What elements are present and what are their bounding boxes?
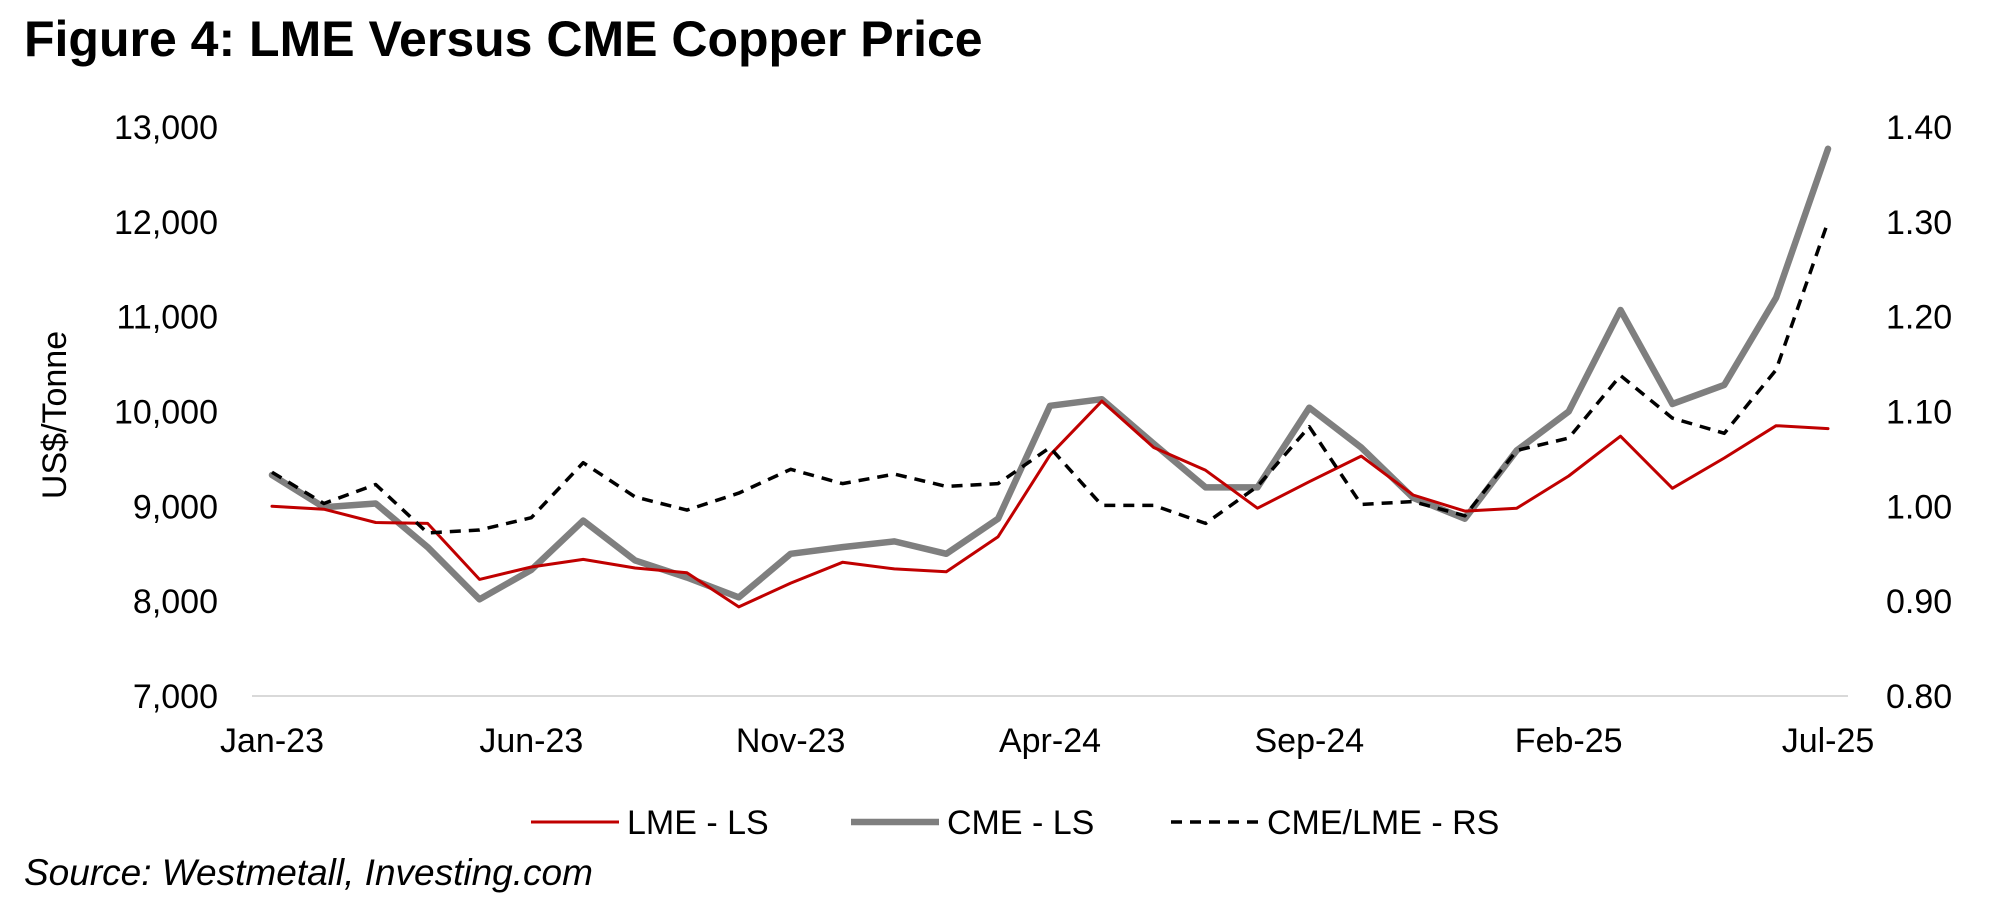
source-note: Source: Westmetall, Investing.com bbox=[24, 852, 593, 893]
series-lines bbox=[268, 145, 1832, 609]
left-tick-label: 10,000 bbox=[114, 394, 218, 432]
left-tick-label: 13,000 bbox=[114, 109, 218, 147]
right-tick-label: 1.30 bbox=[1886, 204, 1952, 242]
left-tick-label: 7,000 bbox=[133, 678, 218, 716]
series-line-cme-ls bbox=[268, 145, 1832, 603]
legend-label: CME - LS bbox=[947, 804, 1094, 842]
right-tick-label: 1.00 bbox=[1886, 488, 1952, 526]
y-axis-label: US$/Tonne bbox=[36, 331, 74, 499]
series-line-lme-ls bbox=[270, 399, 1830, 609]
right-tick-label: 1.40 bbox=[1886, 109, 1952, 147]
x-tick-label: Jan-23 bbox=[220, 722, 324, 760]
left-tick-label: 9,000 bbox=[133, 488, 218, 526]
left-axis-ticks: 7,000 8,000 9,000 10,000 11,000 12,000 13,000 bbox=[114, 109, 218, 716]
left-tick-label: 12,000 bbox=[114, 204, 218, 242]
right-tick-label: 0.90 bbox=[1886, 583, 1952, 621]
legend: LME - LS CME - LS CME/LME - RS bbox=[531, 804, 1499, 842]
left-tick-label: 11,000 bbox=[117, 299, 218, 337]
right-tick-label: 1.10 bbox=[1886, 394, 1952, 432]
right-tick-label: 0.80 bbox=[1886, 678, 1952, 716]
figure-title: Figure 4: LME Versus CME Copper Price bbox=[24, 11, 983, 67]
legend-label: CME/LME - RS bbox=[1267, 804, 1499, 842]
x-tick-label: Jun-23 bbox=[479, 722, 583, 760]
x-tick-label: Apr-24 bbox=[999, 722, 1101, 760]
left-tick-label: 8,000 bbox=[133, 583, 218, 621]
x-tick-label: Sep-24 bbox=[1255, 722, 1365, 760]
right-axis-ticks: 0.80 0.90 1.00 1.10 1.20 1.30 1.40 bbox=[1886, 109, 1952, 716]
x-tick-label: Feb-25 bbox=[1515, 722, 1623, 760]
legend-label: LME - LS bbox=[627, 804, 769, 842]
right-tick-label: 1.20 bbox=[1886, 299, 1952, 337]
series-line-cme-lme-rs bbox=[271, 221, 1830, 535]
x-tick-label: Jul-25 bbox=[1782, 722, 1875, 760]
x-tick-label: Nov-23 bbox=[736, 722, 846, 760]
x-axis-ticks: Jan-23 Jun-23 Nov-23 Apr-24 Sep-24 Feb-25 Jul-… bbox=[220, 722, 1874, 760]
